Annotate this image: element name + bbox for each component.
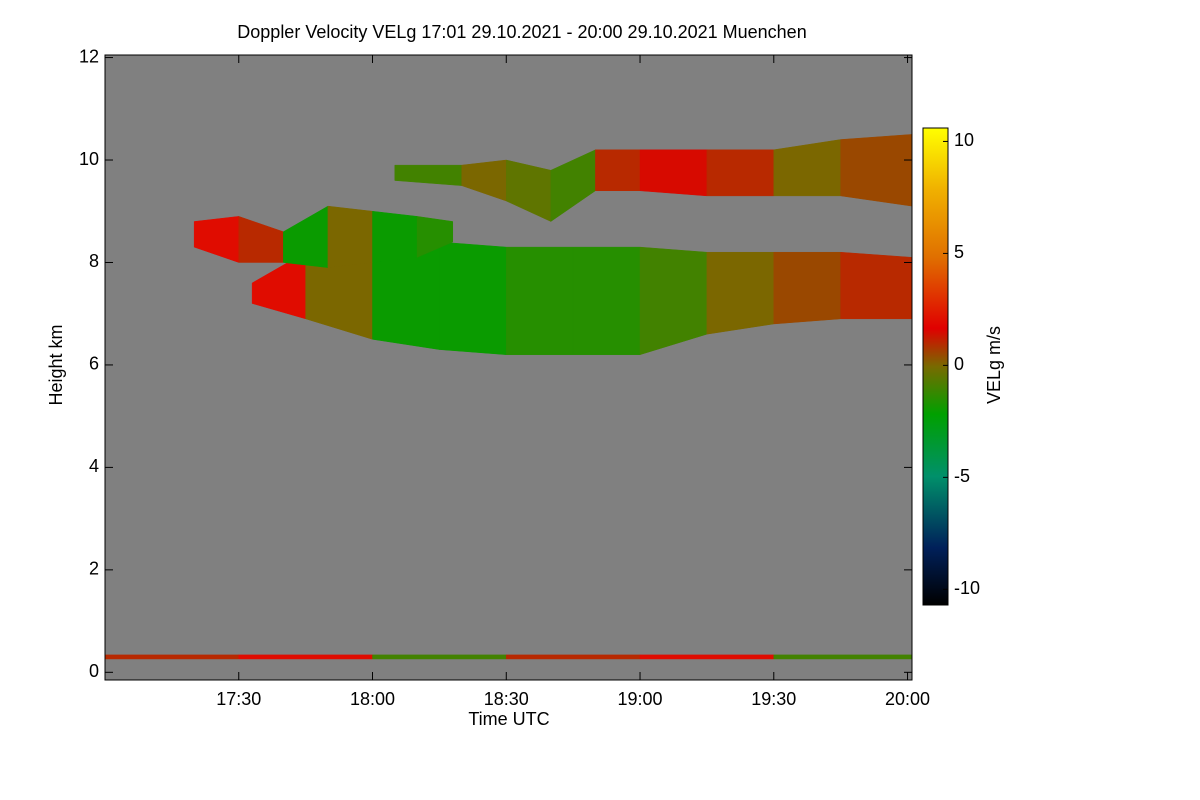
velocity-cell <box>706 251 775 335</box>
colorbar-tick-label: 0 <box>954 354 964 374</box>
x-axis-label: Time UTC <box>468 709 549 729</box>
x-tick-label: 17:30 <box>216 689 261 709</box>
velocity-cell <box>506 654 641 660</box>
y-tick-label: 8 <box>89 251 99 271</box>
y-tick-label: 0 <box>89 661 99 681</box>
colorbar-tick-label: 10 <box>954 130 974 150</box>
colorbar-label: VELg m/s <box>984 326 1004 404</box>
velocity-cell <box>595 149 641 192</box>
heatmap <box>105 134 912 660</box>
velocity-cell <box>639 654 775 660</box>
velocity-cell <box>840 251 912 320</box>
velocity-cell <box>773 251 841 325</box>
y-tick-label: 4 <box>89 456 99 476</box>
x-tick-label: 18:30 <box>484 689 529 709</box>
x-tick-label: 20:00 <box>885 689 930 709</box>
y-tick-label: 10 <box>79 149 99 169</box>
velocity-cell <box>416 216 454 258</box>
velocity-cell <box>327 205 373 268</box>
velocity-cell <box>105 654 240 660</box>
y-axis-label: Height km <box>46 324 66 405</box>
velocity-cell <box>773 654 912 660</box>
velocity-cell <box>439 241 507 355</box>
velocity-cell <box>706 149 775 197</box>
colorbar-tick-label: 5 <box>954 242 964 262</box>
colorbar-tick-label: -10 <box>954 578 980 598</box>
velocity-cell <box>372 654 507 660</box>
y-tick-label: 2 <box>89 559 99 579</box>
y-tick-label: 6 <box>89 354 99 374</box>
x-tick-label: 19:30 <box>751 689 796 709</box>
x-tick-label: 18:00 <box>350 689 395 709</box>
velocity-cell <box>639 149 708 197</box>
velocity-cell <box>372 210 418 263</box>
y-tick-label: 12 <box>79 46 99 66</box>
velocity-cell <box>572 246 641 355</box>
plot-frame <box>104 54 913 681</box>
x-tick-label: 19:00 <box>618 689 663 709</box>
colorbar <box>922 127 949 606</box>
velocity-cell <box>840 134 912 207</box>
chart-title: Doppler Velocity VELg 17:01 29.10.2021 -… <box>237 22 806 42</box>
colorbar-tick-label: -5 <box>954 466 970 486</box>
velocity-cell <box>238 654 373 660</box>
velocity-cell <box>506 246 574 355</box>
